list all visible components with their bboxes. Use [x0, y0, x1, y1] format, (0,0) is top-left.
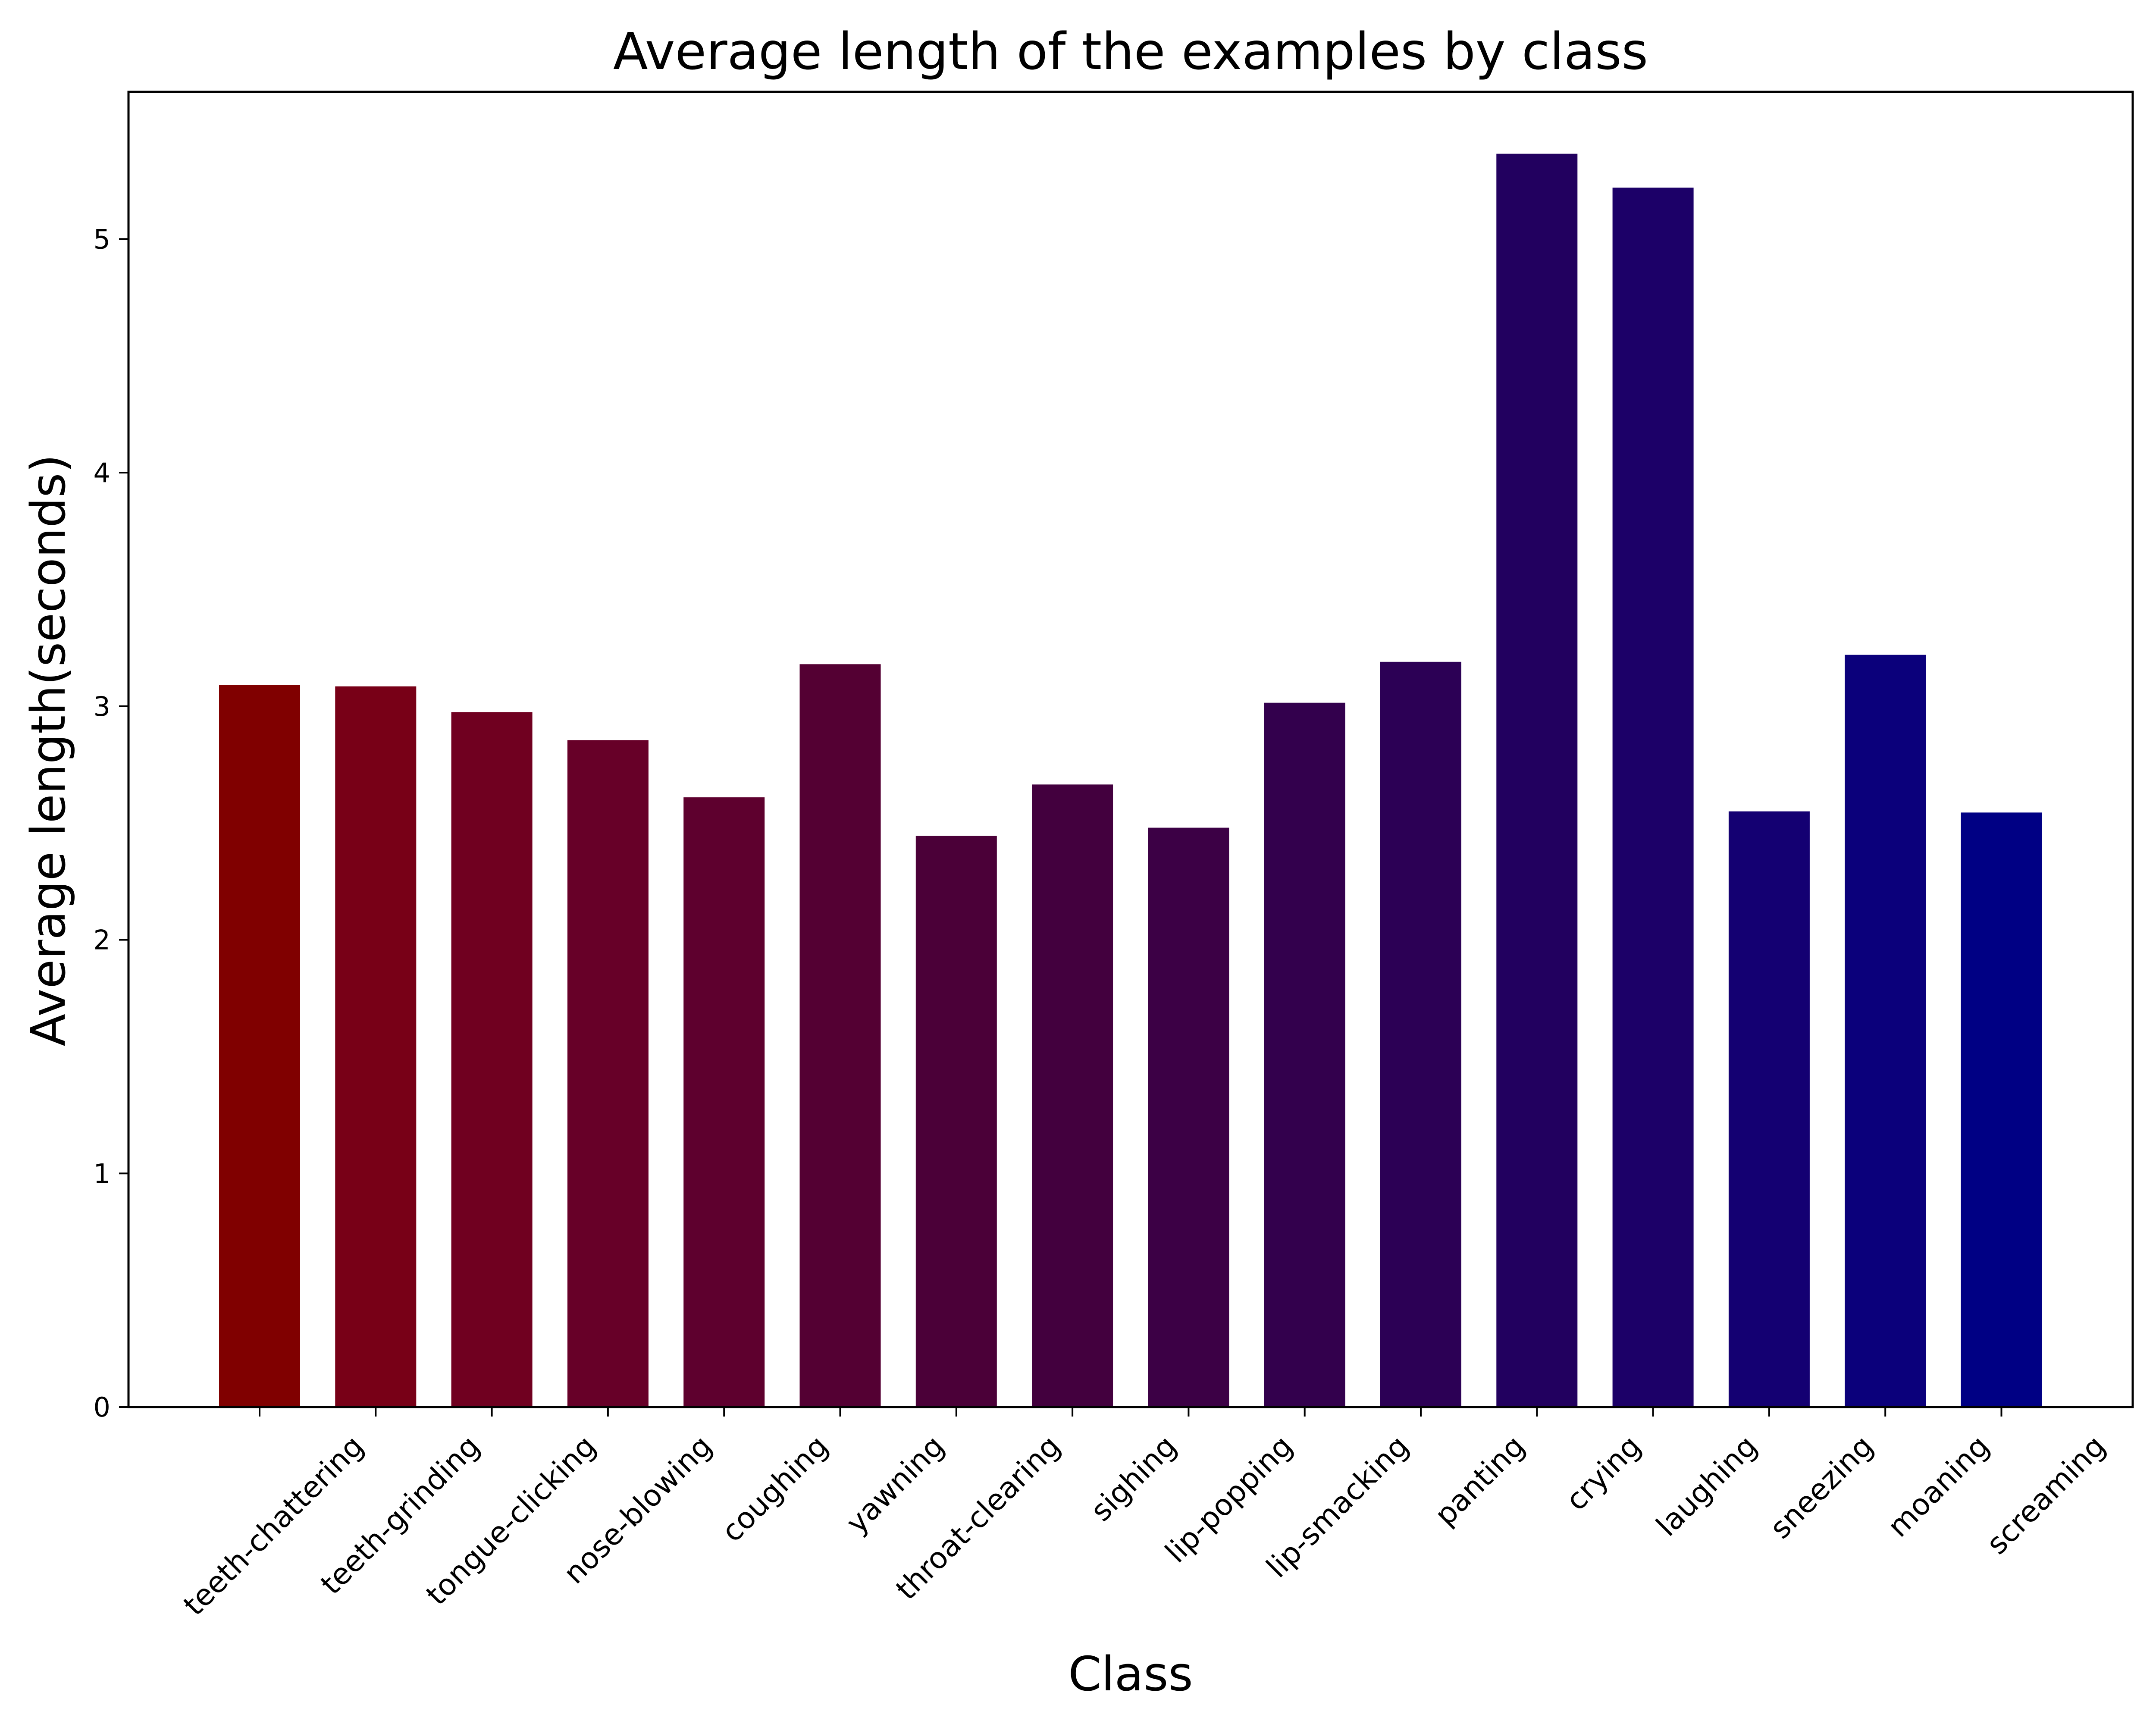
y-tick-label: 2 [94, 925, 110, 956]
bar-crying [1496, 154, 1578, 1407]
bar-series [219, 154, 2042, 1407]
y-tick-label: 5 [94, 223, 110, 255]
chart-title: Average length of the examples by class [613, 22, 1648, 81]
bar-lip-smacking [1264, 702, 1345, 1407]
x-axis-label: Class [1068, 1646, 1193, 1702]
bar-screaming [1961, 812, 2042, 1407]
bar-laughing [1612, 188, 1694, 1407]
bar-tongue-clicking [451, 712, 533, 1407]
bar-coughing [683, 797, 765, 1407]
bar-yawning [799, 664, 881, 1407]
y-tick-label: 1 [94, 1158, 110, 1189]
bar-moaning [1845, 655, 1926, 1407]
y-tick-label: 3 [94, 691, 110, 722]
y-tick-label: 4 [94, 457, 110, 489]
bar-lip-popping [1148, 827, 1229, 1407]
bar-throat-clearing [915, 836, 997, 1407]
y-axis-ticks: 0 1 2 3 4 5 [94, 223, 128, 1423]
bar-teeth-grinding [335, 686, 417, 1407]
bar-nose-blowing [567, 740, 649, 1407]
bar-sighing [1032, 784, 1113, 1407]
bar-sneezing [1728, 811, 1810, 1407]
y-tick-label: 0 [94, 1392, 110, 1423]
bar-panting [1380, 661, 1461, 1407]
y-axis-label: Average length(seconds) [21, 454, 76, 1047]
plot-frame [127, 91, 2134, 1408]
bar-teeth-chattering [219, 685, 300, 1407]
